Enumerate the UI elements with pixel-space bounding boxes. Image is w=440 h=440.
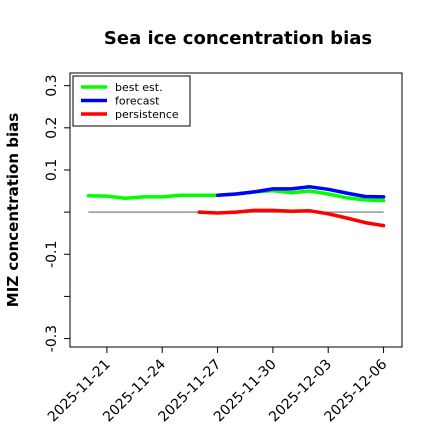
y-tick-label: -0.1 <box>44 241 60 268</box>
legend-entry-label: persistence <box>115 108 179 121</box>
y-axis: 0.3 0.2 0.1 -0.1 -0.3 <box>44 75 70 352</box>
y-axis-label: MIZ concentration bias <box>4 113 22 307</box>
series-line-persistence <box>197 208 386 228</box>
y-tick-label: 0.1 <box>44 159 60 181</box>
legend-entry-label: forecast <box>115 95 160 108</box>
plot-frame <box>69 72 403 348</box>
plot-area <box>69 72 403 348</box>
y-tick-label: 0.3 <box>44 75 60 97</box>
legend-entry-label: best est. <box>115 81 163 94</box>
x-axis: 2025-11-212025-11-242025-11-272025-11-30… <box>45 347 390 425</box>
y-tick-label: -0.3 <box>44 325 60 352</box>
y-tick-label: 0.2 <box>44 117 60 139</box>
series-line-forecast <box>215 185 386 199</box>
chart-title: Sea ice concentration bias <box>104 28 372 49</box>
